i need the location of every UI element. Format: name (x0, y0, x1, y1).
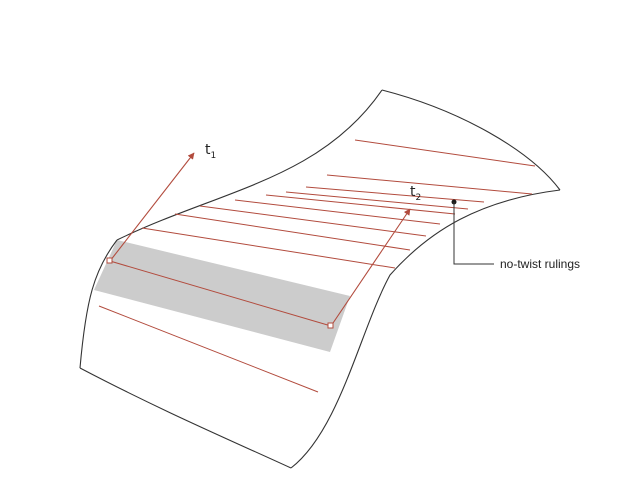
label-t1-subscript: 1 (211, 151, 217, 161)
tangent-arrow-t2 (330, 208, 411, 327)
ruling (174, 213, 411, 251)
ruling (199, 205, 427, 237)
rulings (98, 139, 536, 393)
ruling-highlighted (109, 260, 332, 327)
ruling (354, 139, 536, 167)
ruling (234, 199, 441, 225)
ruling (265, 194, 456, 215)
tangent-arrow-t1 (109, 152, 195, 262)
label-t2: t2 (410, 184, 421, 203)
callout-label: no-twist rulings (500, 257, 580, 271)
tangent-point-2 (327, 322, 334, 329)
surface-outline (79, 89, 561, 469)
ruling (305, 186, 485, 203)
surface-bottom-edge (79, 367, 292, 469)
label-t2-subscript: 2 (416, 193, 422, 203)
tangent-point-1 (106, 257, 113, 264)
callout-leader-line (453, 202, 494, 265)
surface-left-edge (79, 239, 118, 369)
surface-front-edge (290, 189, 561, 469)
ruling (326, 174, 533, 195)
label-t1: t1 (205, 142, 216, 161)
surface-right-edge (381, 89, 561, 191)
surface-top-edge (116, 89, 383, 241)
ruling (141, 227, 396, 269)
ruling (285, 191, 469, 210)
shaded-strip (94, 240, 350, 352)
ruling (98, 305, 319, 393)
